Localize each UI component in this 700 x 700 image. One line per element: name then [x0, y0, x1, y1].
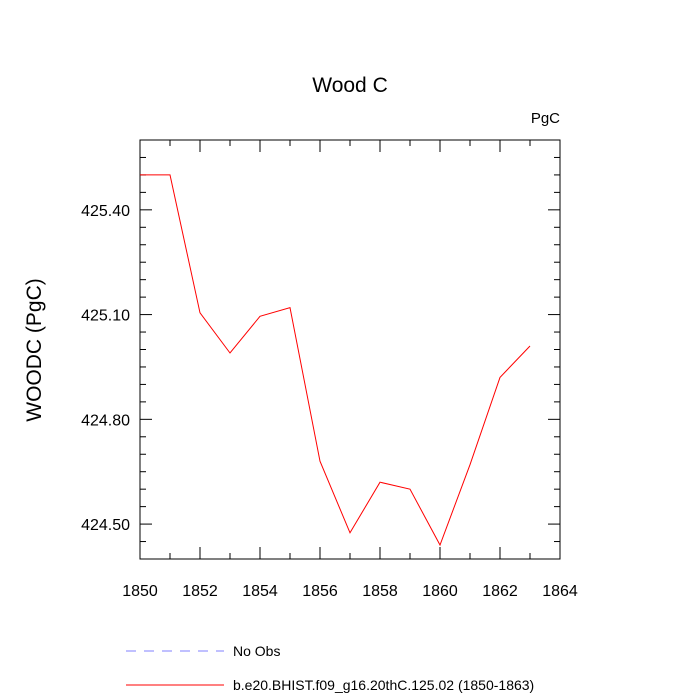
x-tick-label: 1854: [242, 583, 278, 600]
series-line: [140, 174, 531, 547]
legend-label: b.e20.BHIST.f09_g16.20thC.125.02 (1850-1…: [233, 677, 534, 693]
y-tick-label: 424.80: [81, 412, 130, 429]
x-tick-label: 1858: [362, 583, 398, 600]
x-tick-label: 1862: [482, 583, 518, 600]
plot-frame: [139, 139, 561, 560]
x-tick-label: 1864: [542, 583, 578, 600]
axis-ticks: [139, 140, 561, 559]
legend: No Obs b.e20.BHIST.f09_g16.20thC.125.02 (…: [126, 643, 534, 693]
chart-title: Wood C: [312, 74, 387, 97]
axis-tick-labels: 1850 1852 1854 1856 1858 1860 1862 1864 424.50 42…: [81, 203, 578, 600]
y-axis-label: WOODC (PgC): [23, 278, 46, 422]
y-tick-label: 424.50: [81, 517, 130, 534]
y-tick-label: 425.10: [81, 308, 130, 325]
x-tick-label: 1860: [422, 583, 458, 600]
x-tick-label: 1856: [302, 583, 338, 600]
legend-label: No Obs: [233, 643, 280, 659]
y-tick-label: 425.40: [81, 203, 130, 220]
series-group: [140, 174, 531, 547]
x-tick-label: 1850: [122, 583, 158, 600]
x-tick-label: 1852: [182, 583, 218, 600]
unit-label: PgC: [531, 110, 560, 127]
